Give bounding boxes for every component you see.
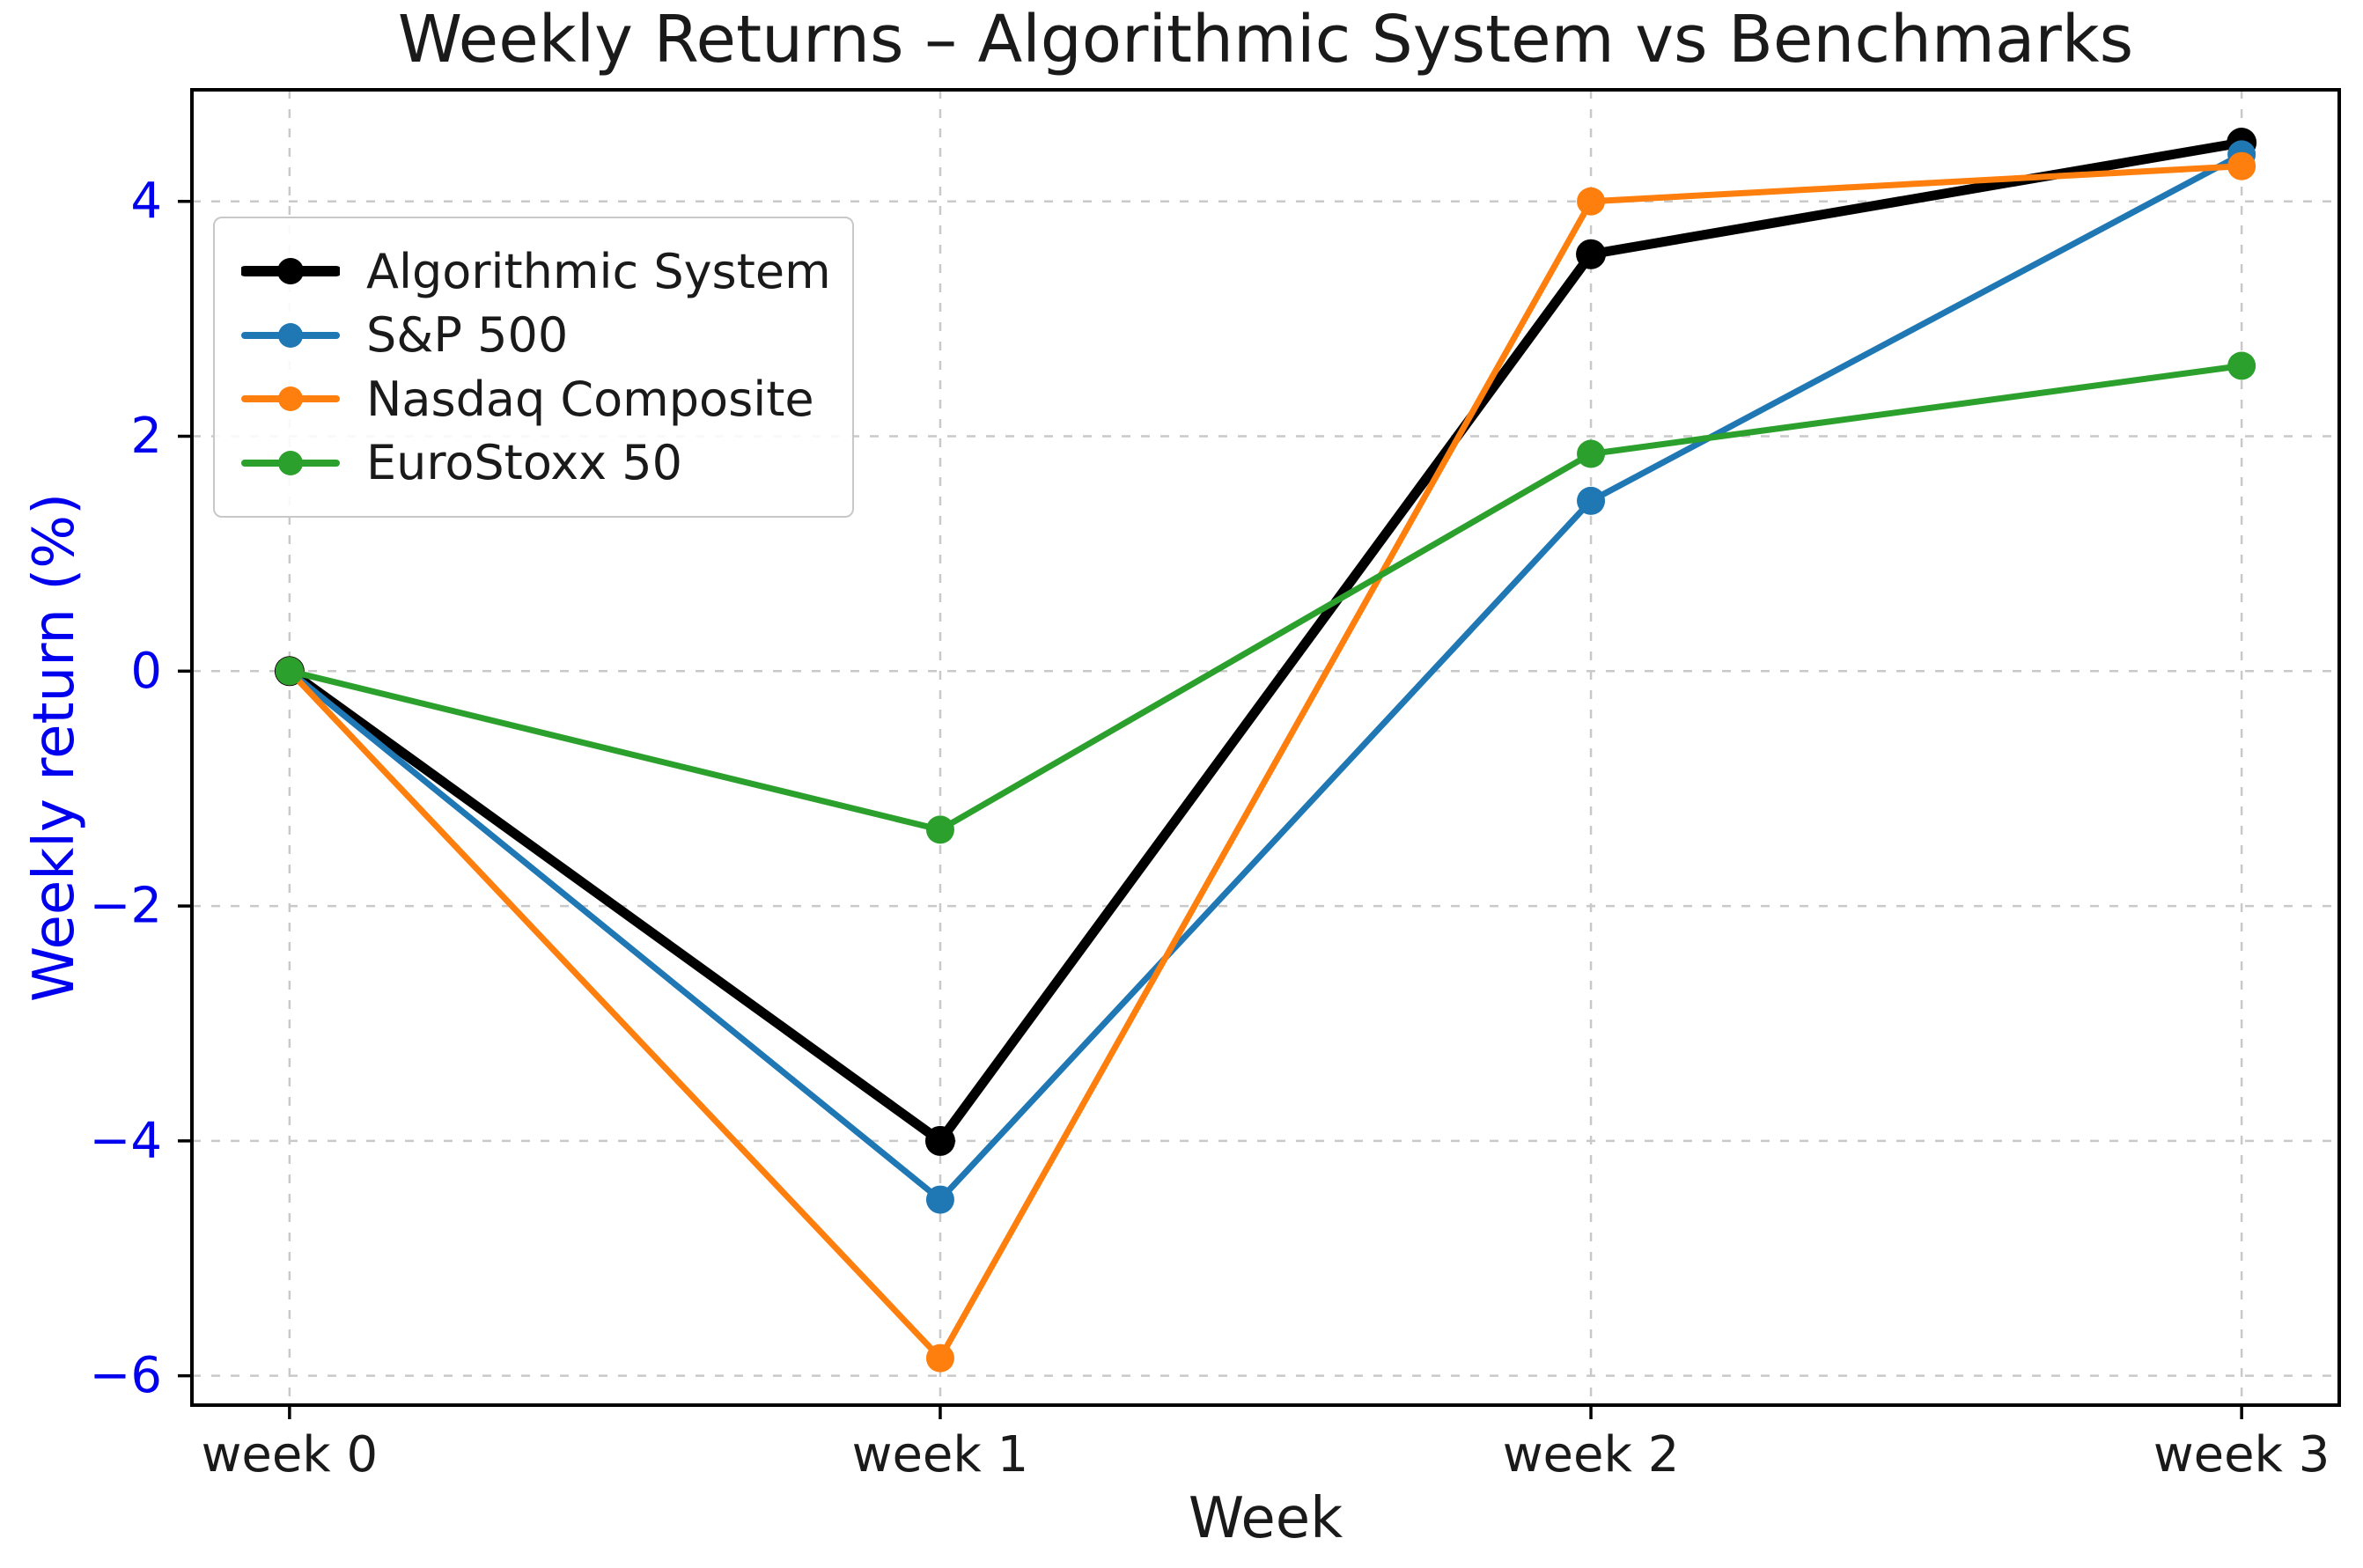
legend: Algorithmic System S&P 500 Nasdaq Composit… bbox=[213, 217, 854, 518]
data-point-marker bbox=[1577, 187, 1606, 216]
x-tick-label: week 2 bbox=[1503, 1426, 1680, 1483]
series-line-algorithmic-system bbox=[284, 137, 2247, 1146]
y-tick-label: 0 bbox=[130, 643, 162, 700]
axes-frame bbox=[190, 88, 2341, 1407]
legend-marker-icon bbox=[277, 258, 304, 285]
legend-line-sample bbox=[241, 450, 340, 475]
y-tick-label: −4 bbox=[89, 1112, 162, 1169]
legend-item-label: S&P 500 bbox=[366, 307, 569, 364]
legend-marker-icon bbox=[278, 386, 303, 412]
data-point-marker bbox=[925, 815, 954, 844]
legend-item-label: Nasdaq Composite bbox=[366, 371, 814, 427]
data-point-marker bbox=[925, 1185, 954, 1214]
x-tick-label: week 0 bbox=[202, 1426, 379, 1483]
legend-item: Nasdaq Composite bbox=[241, 368, 826, 430]
legend-marker-icon bbox=[278, 322, 303, 348]
series-line-nasdaq-composite bbox=[286, 163, 2245, 1362]
chart-title: Weekly Returns – Algorithmic System vs B… bbox=[397, 2, 2134, 77]
legend-marker-icon bbox=[278, 450, 303, 475]
data-point-marker bbox=[1576, 239, 1607, 269]
data-point-marker bbox=[2227, 351, 2256, 380]
y-tick-label: −2 bbox=[89, 878, 162, 935]
data-point-marker bbox=[1577, 486, 1606, 515]
legend-item-label: Algorithmic System bbox=[366, 243, 831, 299]
series-line-s-p-500 bbox=[286, 151, 2245, 1204]
data-point-marker bbox=[925, 1343, 954, 1373]
data-point-marker bbox=[1577, 439, 1606, 468]
legend-line-sample bbox=[241, 386, 340, 412]
x-axis-label: Week bbox=[1188, 1486, 1343, 1551]
y-tick-label: 4 bbox=[130, 173, 162, 230]
legend-item: S&P 500 bbox=[241, 305, 826, 366]
y-tick-label: 2 bbox=[130, 408, 162, 465]
legend-item: Algorithmic System bbox=[241, 240, 831, 302]
data-point-marker bbox=[924, 1125, 955, 1156]
y-tick-label: −6 bbox=[89, 1347, 162, 1404]
legend-line-sample bbox=[241, 322, 340, 348]
series-line-eurostoxx-50 bbox=[286, 362, 2245, 833]
x-tick-label: week 3 bbox=[2153, 1426, 2330, 1483]
data-point-marker bbox=[2227, 151, 2256, 180]
legend-line-sample bbox=[241, 258, 340, 285]
legend-item: EuroStoxx 50 bbox=[241, 432, 826, 494]
x-tick-label: week 1 bbox=[852, 1426, 1029, 1483]
legend-item-label: EuroStoxx 50 bbox=[366, 435, 683, 491]
data-point-marker bbox=[275, 657, 304, 686]
